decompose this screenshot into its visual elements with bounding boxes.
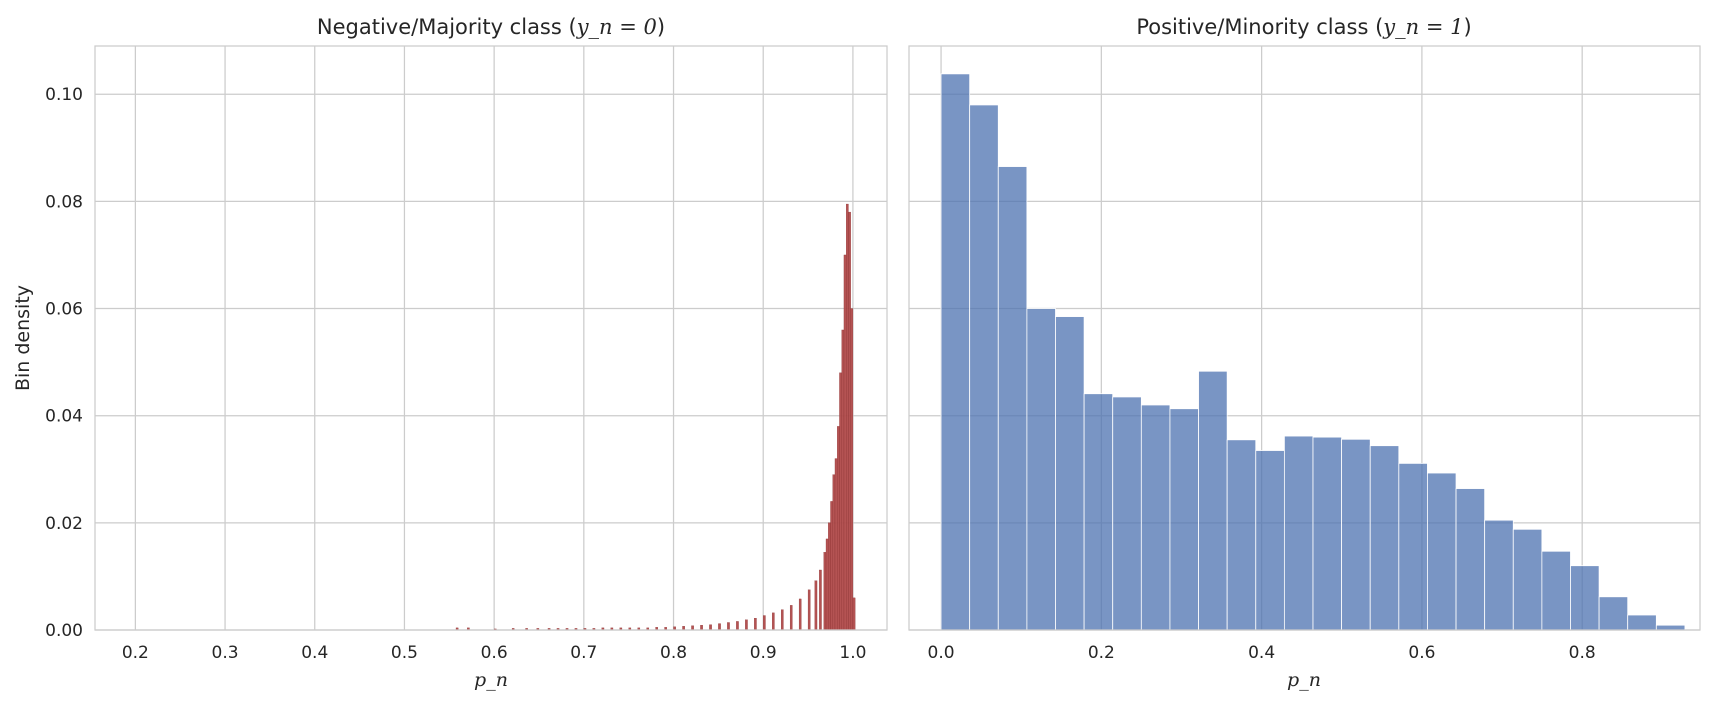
histogram-bar: [1055, 316, 1085, 631]
histogram-bar: [814, 580, 818, 631]
y-tick-label: 0.06: [45, 300, 83, 320]
x-tick-label: 0.4: [1248, 643, 1275, 663]
histogram-bar: [1255, 450, 1285, 631]
histogram-bar: [832, 474, 836, 631]
x-tick-label: 0.4: [301, 643, 328, 663]
plot-frame-negative: [94, 45, 888, 631]
histogram-bar: [997, 166, 1028, 631]
histogram-bar: [1598, 596, 1629, 631]
plot-frame-positive: [908, 45, 1701, 631]
panel-positive-class: 0.0 0.2 0.4 0.6 0.8 Positive/Minority class …: [908, 15, 1701, 691]
histogram-bar: [1341, 438, 1371, 631]
x-tick-label: 0.9: [750, 643, 777, 663]
histogram-bar: [754, 618, 757, 631]
histogram-bar: [1312, 436, 1343, 631]
x-tick-label: 0.2: [122, 643, 149, 663]
x-axis-label-positive: p_n: [1287, 669, 1321, 691]
histogram-bar: [1541, 550, 1571, 631]
histogram-bar: [848, 211, 851, 631]
histogram-bar: [843, 254, 847, 631]
histogram-bar: [828, 522, 831, 631]
x-tick-label: 0.6: [1408, 643, 1435, 663]
histogram-bar: [1198, 370, 1228, 631]
histogram-bar: [1455, 488, 1486, 631]
histogram-bar: [1083, 393, 1114, 631]
histogram-bar: [839, 372, 842, 631]
histogram-bar: [709, 624, 712, 631]
histogram-bar: [1484, 519, 1514, 631]
x-tick-label: 0.8: [1569, 643, 1596, 663]
histogram-bar: [846, 203, 849, 631]
histogram-bar: [691, 625, 694, 631]
histogram-bar: [834, 458, 838, 631]
y-tick-label: 0.02: [45, 514, 83, 534]
bars-positive: [940, 73, 1686, 631]
histogram-bar: [1369, 445, 1400, 631]
histogram-bar: [718, 623, 721, 631]
histogram-bar: [819, 569, 822, 631]
panel-title-positive: Positive/Minority class (y_n = 1): [1136, 15, 1471, 39]
histogram-bar: [1226, 439, 1257, 631]
histogram-bar: [781, 609, 784, 631]
y-tick-label: 0.10: [45, 85, 83, 105]
x-axis-label-negative: p_n: [474, 669, 508, 691]
x-tick-label: 1.0: [839, 643, 866, 663]
histogram-bar: [1427, 472, 1457, 631]
gridlines-negative: [95, 46, 887, 631]
histogram-bar: [837, 426, 840, 631]
x-tick-label: 0.3: [212, 643, 239, 663]
x-tick-label: 0.6: [481, 643, 508, 663]
x-tick-label: 0.8: [660, 643, 687, 663]
histogram-bar: [798, 598, 802, 631]
histogram-bar: [1283, 435, 1314, 631]
histogram-bar: [1112, 396, 1142, 631]
histogram-bar: [825, 538, 829, 631]
panel-title-negative: Negative/Majority class (y_n = 0): [317, 15, 665, 39]
x-tick-label: 0.7: [570, 643, 597, 663]
x-tick-label: 0.5: [391, 643, 418, 663]
panel-negative-class: 0.2 0.3 0.4 0.5 0.6 0.7 0.8 0.9 1.0 0.00 0.02 0.04…: [12, 15, 888, 691]
histogram-bar: [940, 73, 971, 631]
histogram-bar: [823, 552, 827, 631]
histogram-bar: [727, 622, 730, 631]
histogram-bar: [1512, 528, 1543, 631]
y-tick-label: 0.00: [45, 621, 83, 641]
y-tick-labels: 0.00 0.02 0.04 0.06 0.08 0.10: [45, 85, 83, 641]
histogram-bar: [700, 625, 703, 631]
y-tick-label: 0.04: [45, 407, 83, 427]
x-tick-labels-positive: 0.0 0.2 0.4 0.6 0.8: [928, 643, 1596, 663]
histogram-bar: [1627, 614, 1657, 631]
histogram-bar: [841, 329, 845, 631]
histogram-bar: [969, 104, 999, 631]
histogram-bar: [736, 621, 739, 631]
histogram-bar: [1398, 462, 1428, 631]
y-axis-label: Bin density: [12, 285, 34, 391]
histogram-bar: [1570, 565, 1600, 631]
histogram-bar: [1655, 624, 1686, 631]
x-tick-label: 0.2: [1088, 643, 1115, 663]
histogram-bar: [852, 597, 856, 631]
histogram-bar: [772, 612, 775, 631]
x-tick-labels-negative: 0.2 0.3 0.4 0.5 0.6 0.7 0.8 0.9 1.0: [122, 643, 867, 663]
histogram-bar: [763, 615, 766, 631]
histogram-bar: [745, 619, 748, 631]
histogram-bar: [789, 605, 793, 631]
histogram-bar: [1140, 404, 1171, 631]
y-tick-label: 0.08: [45, 192, 83, 212]
histogram-bar: [830, 501, 833, 631]
histogram-bar: [850, 308, 854, 631]
plot-area-negative: [95, 46, 887, 630]
histogram-bar: [807, 589, 811, 631]
x-tick-label: 0.0: [928, 643, 955, 663]
histogram-bar: [1169, 408, 1199, 631]
histogram-bar: [1026, 308, 1056, 631]
